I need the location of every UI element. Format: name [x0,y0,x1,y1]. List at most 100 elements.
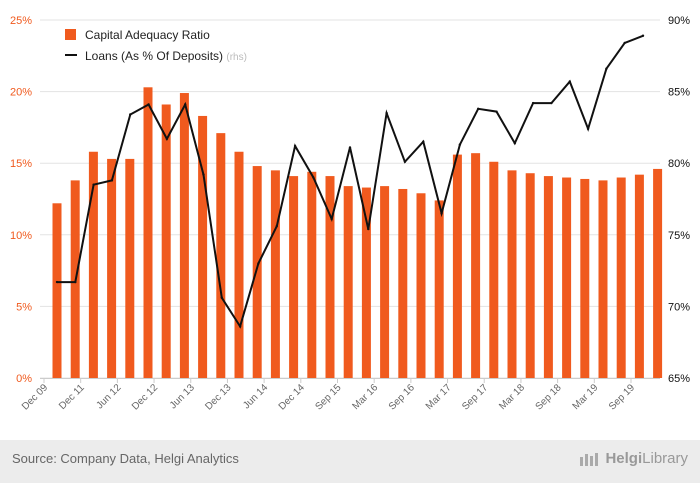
loans-point[interactable] [531,101,535,105]
x-tick-label: Dec 14 [277,382,307,412]
y-right-tick-label: 90% [668,15,690,27]
loans-point[interactable] [110,179,114,182]
y-left-tick-label: 0% [16,373,32,385]
bar[interactable] [143,87,153,378]
loans-point[interactable] [238,325,242,328]
loans-point[interactable] [330,217,333,221]
loans-point[interactable] [586,127,590,131]
bar[interactable] [325,176,335,378]
loans-point[interactable] [74,280,77,284]
bar[interactable] [398,188,408,378]
loans-point[interactable] [92,183,95,186]
y-right-tick-label: 80% [668,158,690,170]
bar[interactable] [562,177,572,378]
x-tick-label: Jun 12 [94,382,123,411]
x-tick-label: Dec 09 [20,382,50,412]
loans-point[interactable] [293,144,297,148]
bar[interactable] [616,177,626,378]
loans-point[interactable] [440,212,443,215]
bar[interactable] [489,161,499,378]
loans-point[interactable] [147,103,150,106]
y-left-tick-label: 5% [16,301,32,313]
y-right-tick-label: 65% [668,373,690,385]
bar[interactable] [307,171,317,378]
bar[interactable] [252,166,262,378]
bar[interactable] [525,173,535,378]
loans-point[interactable] [403,160,407,163]
loans-point[interactable] [275,225,278,228]
bar[interactable] [598,180,608,378]
x-tick-label: Mar 16 [351,382,381,412]
y-left-tick-label: 20% [10,87,32,99]
bar[interactable] [653,168,663,378]
x-tick-label: Jun 13 [168,382,197,411]
bar[interactable] [88,151,98,378]
loans-point[interactable] [312,176,315,179]
x-tick-label: Dec 12 [130,382,160,412]
x-tick-label: Jun 14 [241,382,270,411]
loans-point[interactable] [220,296,224,300]
y-left-tick-label: 25% [10,15,32,27]
loans-point[interactable] [55,280,59,284]
loans-point[interactable] [422,140,425,143]
bar[interactable] [179,93,189,379]
loans-point[interactable] [257,262,260,265]
chart: 0% 65% 5% 70% 10% 75% 15% 80% 20% 85% 25% 90% Dec 09… [10,15,690,413]
bar[interactable] [289,176,299,378]
y-left-tick-label: 10% [10,230,32,242]
x-tick-label: Dec 11 [57,382,87,412]
bar[interactable] [198,115,208,378]
brand-suffix: Library [642,450,688,467]
loans-point[interactable] [568,80,571,83]
y-left-tick-label: 15% [10,158,32,170]
loans-point[interactable] [367,227,370,231]
x-tick-label: Mar 17 [424,382,454,412]
loans-point[interactable] [458,143,462,146]
bar[interactable] [234,151,244,378]
bar[interactable] [361,187,371,378]
x-tick-label: Mar 18 [497,382,527,412]
bar[interactable] [270,170,280,378]
bar[interactable] [452,154,462,378]
brand-prefix: Helgi [605,450,643,467]
loans-point[interactable] [165,137,169,141]
library-icon [580,452,599,466]
brand-logo[interactable]: HelgiLibrary [579,450,688,467]
loans-point[interactable] [202,173,205,176]
loans-point[interactable] [129,113,132,116]
bar[interactable] [125,158,135,378]
loans-point[interactable] [348,146,352,149]
bar[interactable] [216,133,226,378]
bar[interactable] [161,104,171,378]
loans-point[interactable] [605,67,608,70]
x-tick-label: Sep 17 [460,382,490,412]
loans-point[interactable] [513,141,517,145]
bar[interactable] [52,203,62,378]
loans-point[interactable] [641,34,645,37]
loans-point[interactable] [495,110,498,113]
loans-point[interactable] [183,103,187,106]
bar[interactable] [471,153,481,378]
bar[interactable] [416,193,426,378]
loans-point[interactable] [476,107,480,110]
bar[interactable] [434,200,444,378]
footer: Source: Company Data, Helgi Analytics He… [0,440,700,483]
legend-rhs-suffix: (rhs) [226,52,247,63]
bar[interactable] [380,186,390,378]
bar[interactable] [580,178,590,378]
legend-bar-swatch [65,29,76,40]
x-tick-label: Sep 18 [534,382,564,412]
loans-point[interactable] [385,111,388,115]
bar[interactable] [543,176,553,378]
legend-label-capital-adequacy: Capital Adequacy Ratio [85,28,210,42]
legend-label-loans: Loans (As % Of Deposits) (rhs) [85,49,247,63]
x-tick-label: Mar 19 [571,382,601,412]
loans-point[interactable] [550,101,553,105]
bar[interactable] [507,170,517,378]
bar[interactable] [343,186,353,378]
bar[interactable] [107,158,117,378]
x-tick-label: Sep 16 [387,382,417,412]
bar[interactable] [634,174,644,378]
loans-point[interactable] [623,41,626,45]
x-tick-label: Sep 19 [607,382,637,412]
